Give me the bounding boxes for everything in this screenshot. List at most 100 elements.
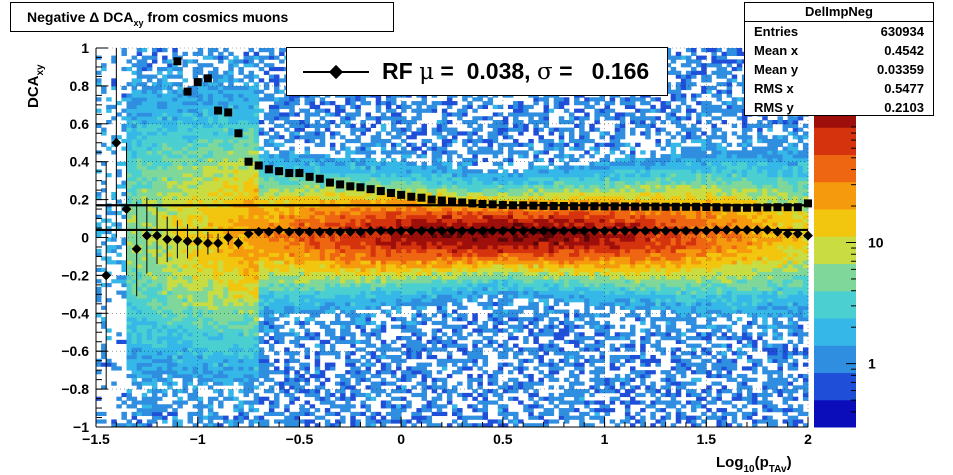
heatmap-cell [243, 377, 249, 382]
heatmap-cell [146, 188, 153, 193]
heatmap-cell [324, 309, 331, 314]
heatmap-cell [279, 116, 285, 121]
heatmap-cell [426, 256, 433, 261]
heatmap-cell [385, 214, 392, 219]
heatmap-cell [187, 377, 194, 382]
heatmap-cell [421, 373, 427, 379]
heatmap-cell [157, 150, 163, 155]
heatmap-cell [126, 97, 132, 102]
heatmap-cell [192, 127, 199, 132]
heatmap-cell [131, 373, 138, 379]
heatmap-cell [253, 82, 260, 87]
heatmap-cell [192, 131, 199, 136]
heatmap-cell [406, 264, 412, 269]
heatmap-cell [355, 222, 361, 227]
heatmap-cell [126, 233, 132, 238]
heatmap-cell [162, 97, 168, 102]
heatmap-cell [289, 385, 295, 390]
heatmap-cell [182, 120, 188, 125]
heatmap-cell [289, 112, 295, 117]
heatmap-cell [284, 294, 290, 299]
heatmap-cell [345, 351, 351, 356]
heatmap-cell [263, 366, 270, 371]
heatmap-cell [345, 222, 351, 227]
heatmap-cell [253, 324, 260, 329]
heatmap-cell [131, 267, 138, 273]
heatmap-cell [279, 279, 285, 284]
heatmap-cell [238, 260, 244, 265]
heatmap-cell [263, 199, 270, 204]
heatmap-cell [335, 423, 341, 428]
heatmap-cell [294, 351, 300, 356]
heatmap-cell [243, 373, 249, 379]
heatmap-cell [212, 226, 219, 231]
heatmap-cell [238, 347, 244, 352]
heatmap-cell [187, 294, 194, 299]
heatmap-cell [126, 260, 132, 265]
heatmap-cell [350, 176, 356, 182]
heatmap-cell [101, 85, 107, 91]
heatmap-cell [187, 173, 194, 178]
heatmap-cell [396, 301, 402, 307]
heatmap-cell [274, 108, 280, 113]
heatmap-cell [426, 385, 433, 390]
heatmap-cell [136, 351, 143, 356]
heatmap-cell [202, 116, 209, 121]
heatmap-cell [421, 127, 427, 132]
heatmap-cell [212, 415, 219, 420]
heatmap-cell [126, 328, 132, 333]
heatmap-cell [207, 157, 214, 163]
heatmap-cell [131, 381, 138, 386]
heatmap-cell [370, 138, 377, 144]
heatmap-cell [151, 362, 158, 367]
heatmap-cell [340, 339, 346, 345]
heatmap-cell [228, 218, 234, 223]
heatmap-cell [294, 294, 300, 299]
heatmap-cell [416, 176, 422, 182]
heatmap-cell [309, 332, 316, 337]
heatmap-cell [202, 305, 209, 310]
heatmap-cell [167, 366, 173, 371]
heatmap-cell [375, 248, 382, 254]
heatmap-cell [131, 343, 138, 348]
heatmap-cell [233, 267, 239, 273]
heatmap-cell [416, 301, 422, 307]
heatmap-cell [284, 195, 290, 200]
heatmap-cell [157, 290, 163, 295]
heatmap-cell [299, 290, 305, 295]
heatmap-cell [116, 252, 122, 257]
heatmap-cell [263, 241, 270, 246]
heatmap-cell [172, 173, 178, 178]
heatmap-cell [223, 336, 229, 341]
heatmap-cell [187, 313, 194, 318]
heatmap-cell [314, 279, 321, 284]
heatmap-cell [375, 370, 382, 375]
heatmap-cell [385, 116, 392, 121]
heatmap-cell [355, 157, 361, 163]
heatmap-cell [279, 389, 285, 394]
heatmap-cell [202, 63, 209, 68]
heatmap-cell [380, 199, 387, 204]
heatmap-cell [294, 210, 300, 216]
heatmap-cell [411, 354, 417, 360]
heatmap-cell [167, 320, 173, 326]
heatmap-cell [223, 226, 229, 231]
heatmap-cell [416, 154, 422, 159]
heatmap-cell [151, 370, 158, 375]
heatmap-cell [385, 267, 392, 273]
heatmap-cell [202, 169, 209, 174]
heatmap-cell [238, 184, 244, 189]
heatmap-cell [248, 63, 255, 68]
heatmap-cell [314, 298, 321, 303]
heatmap-cell [243, 142, 249, 147]
heatmap-cell [309, 245, 316, 250]
heatmap-cell [167, 131, 173, 136]
heatmap-cell [324, 222, 331, 227]
heatmap-cell [365, 127, 372, 132]
heatmap-cell [162, 336, 168, 341]
heatmap-cell [319, 108, 326, 113]
heatmap-cell [223, 146, 229, 151]
heatmap-cell [289, 305, 295, 310]
heatmap-cell [223, 154, 229, 159]
heatmap-cell [172, 282, 178, 288]
